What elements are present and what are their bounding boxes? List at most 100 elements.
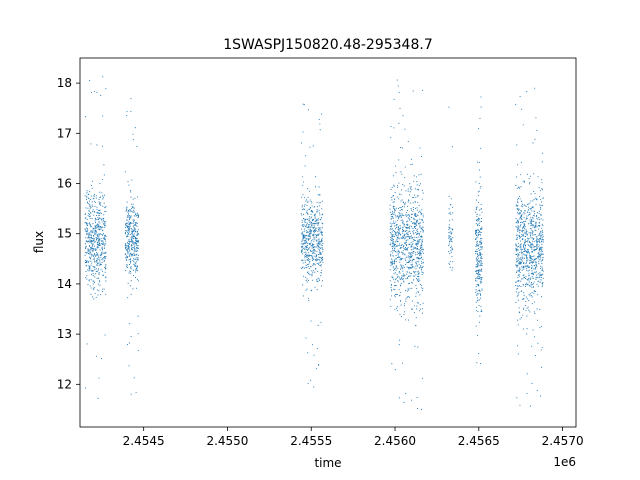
data-point [422,230,424,232]
data-point [520,186,522,188]
data-point [527,239,529,241]
data-point [96,251,98,254]
data-point [401,259,403,261]
data-point [519,258,521,260]
data-point [418,218,420,220]
data-point [321,259,323,261]
data-point [306,238,308,240]
data-point [125,209,127,211]
data-point [400,291,402,294]
data-point [406,232,408,234]
data-point [105,280,107,282]
data-point [479,214,481,216]
data-point [92,245,94,247]
data-point [475,207,477,209]
data-point [412,90,414,92]
data-point [519,268,521,270]
data-point [393,249,396,252]
data-point [304,247,306,249]
data-point [90,257,92,259]
data-point [98,244,100,246]
data-point [102,218,104,220]
data-point [412,275,415,277]
data-point [448,234,450,237]
data-point [93,245,96,247]
data-point [526,215,528,217]
data-point [306,209,308,211]
data-point [517,227,519,229]
data-point [407,239,409,241]
data-point [311,239,313,242]
data-point [320,257,322,259]
data-point [398,159,400,161]
data-point [393,220,395,222]
data-point [92,209,94,211]
data-point [478,243,480,245]
data-point [312,247,314,249]
data-point [532,206,534,208]
data-point [392,195,394,197]
data-point [130,255,132,257]
data-point [528,266,530,268]
data-point [421,236,423,238]
data-point [96,208,98,210]
data-point [305,238,307,240]
data-point [518,228,520,230]
data-point [307,279,310,282]
data-point [93,235,95,237]
data-point [529,311,531,313]
data-point [136,242,138,244]
data-point [409,252,411,254]
data-point [523,248,525,250]
data-point [132,207,134,209]
data-point [419,304,421,306]
data-point [130,336,132,338]
data-point [525,218,527,220]
data-point [480,252,482,254]
data-point [541,347,543,349]
data-point [94,228,96,230]
data-point [525,235,527,237]
data-point [305,221,307,223]
data-point [134,229,136,231]
data-point [104,257,106,259]
data-point [477,259,479,261]
data-point [307,238,309,240]
data-point [392,229,395,231]
data-point [542,270,544,272]
data-point [451,146,453,148]
data-point [391,199,393,201]
data-point [533,249,535,251]
data-point [397,233,399,235]
data-point [317,247,319,249]
data-point [411,263,413,265]
data-point [479,241,481,243]
data-point [404,247,406,249]
data-point [95,255,97,257]
data-point [94,267,96,269]
data-point [318,221,320,223]
data-point [391,218,393,220]
data-point [97,243,99,245]
data-point [481,237,483,239]
data-point [417,302,419,304]
data-point [306,204,308,206]
data-point [91,242,93,245]
data-point [529,211,531,214]
data-point [399,146,402,148]
data-point [391,264,393,266]
data-point [90,269,92,271]
data-point [318,240,320,242]
data-point [529,202,531,204]
data-point [475,231,477,233]
data-point [529,256,531,258]
data-point [480,263,482,265]
data-point [97,219,99,221]
data-point [314,176,317,178]
data-point [531,291,533,293]
data-point [300,213,302,215]
data-point [478,161,480,163]
data-point [531,286,533,288]
data-point [94,227,96,229]
data-point [90,287,92,289]
